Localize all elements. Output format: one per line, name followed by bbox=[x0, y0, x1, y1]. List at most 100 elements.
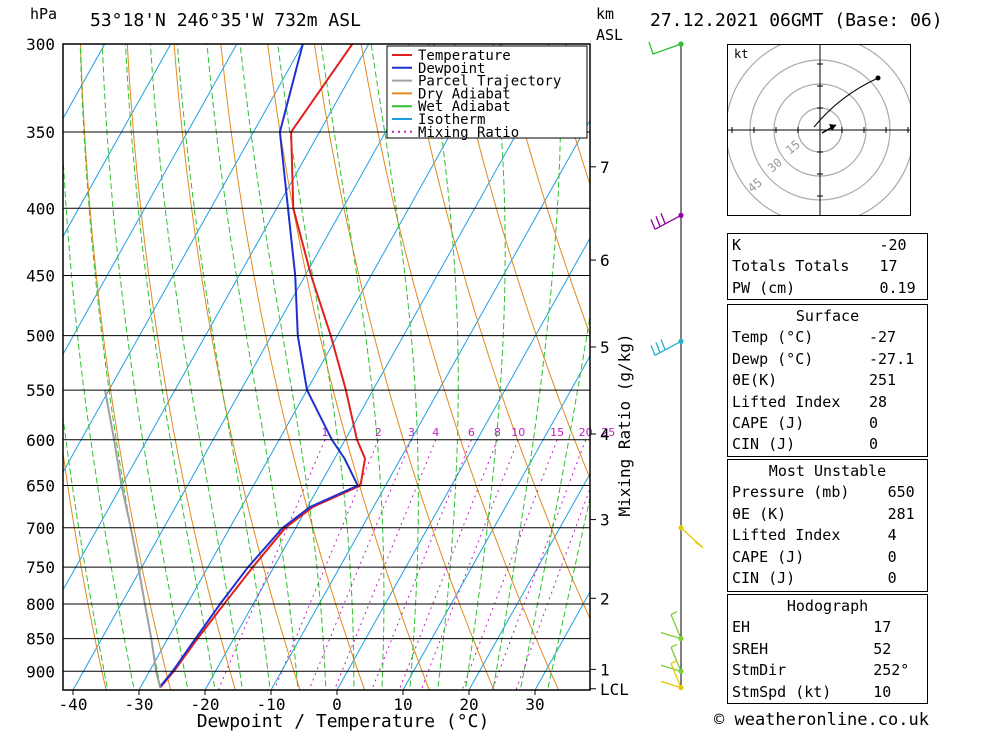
index-row: CIN (J) 0 bbox=[728, 568, 927, 589]
index-label: θE(K) bbox=[732, 371, 778, 390]
wind-barb-icon bbox=[660, 659, 682, 689]
wet-adiabat-line bbox=[519, 312, 590, 690]
index-row: K -20 bbox=[728, 235, 927, 256]
index-row: SREH 52 bbox=[728, 639, 927, 660]
x-tick-label: -20 bbox=[191, 695, 220, 714]
wind-barb-feather bbox=[660, 213, 666, 224]
mixing-ratio-label: 8 bbox=[494, 426, 501, 439]
hodo-trace bbox=[813, 77, 879, 128]
pressure-tick-label: 500 bbox=[26, 327, 55, 346]
wind-barb-feather bbox=[670, 659, 678, 665]
dry-adiabat-line bbox=[547, 44, 590, 187]
hodograph-title: Hodograph bbox=[786, 597, 869, 615]
index-label: StmDir bbox=[732, 661, 787, 680]
most-unstable-box bbox=[727, 459, 928, 592]
index-value: 0 bbox=[869, 435, 879, 454]
datetime-title: 27.12.2021 06GMT (Base: 06) bbox=[650, 10, 943, 31]
index-label: Pressure (mb) bbox=[732, 483, 850, 502]
mixing-ratio-label: 20 bbox=[579, 426, 593, 439]
dry-adiabat-line bbox=[267, 44, 430, 690]
wind-barb-segment bbox=[670, 647, 682, 672]
index-label: Dewp (°C) bbox=[732, 349, 814, 368]
mixing-ratio-line bbox=[371, 439, 472, 690]
isotherm-line bbox=[63, 44, 106, 120]
mixing-ratio-label: 3 bbox=[408, 426, 415, 439]
legend-entry: Dewpoint bbox=[418, 61, 485, 77]
pressure-tick-label: 650 bbox=[26, 476, 55, 495]
mixing-ratio-label: 4 bbox=[432, 426, 439, 439]
hpa-axis-unit: hPa bbox=[30, 5, 58, 23]
hodo-ring-label: 45 bbox=[745, 175, 765, 195]
wind-barb-segment bbox=[654, 340, 682, 356]
index-row: PW (cm) 0.19 bbox=[728, 278, 927, 299]
dry-adiabat-line bbox=[967, 0, 1000, 731]
index-label: CAPE (J) bbox=[732, 414, 805, 433]
hodo-ring-label: 30 bbox=[765, 155, 785, 175]
credit-text: © weatheronline.co.uk bbox=[714, 710, 929, 730]
wind-barb-icon bbox=[660, 611, 682, 640]
index-value: 28 bbox=[869, 392, 888, 411]
wet-adiabat-line bbox=[239, 44, 327, 690]
pressure-tick-label: 750 bbox=[26, 558, 55, 577]
dry-adiabat-line bbox=[923, 0, 1000, 731]
pressure-tick-label: 350 bbox=[26, 123, 55, 142]
index-row: Lifted Index 28 bbox=[728, 392, 927, 413]
wind-barb-feather bbox=[660, 680, 682, 689]
x-tick-label: 10 bbox=[393, 695, 412, 714]
dry-adiabat-line bbox=[407, 44, 590, 620]
km-tick-label: 2 bbox=[600, 589, 610, 608]
index-value: 650 bbox=[887, 483, 915, 502]
index-row: Lifted Index 4 bbox=[728, 525, 927, 546]
x-tick-label: 30 bbox=[525, 695, 544, 714]
dry-adiabat-line bbox=[63, 449, 107, 690]
mixing-ratio-line bbox=[491, 439, 587, 690]
wind-barb-feather bbox=[694, 541, 704, 549]
km-tick-label: 6 bbox=[600, 251, 610, 270]
pressure-tick-label: 300 bbox=[26, 35, 55, 54]
index-value: -20 bbox=[879, 236, 907, 254]
index-value: 4 bbox=[887, 526, 897, 545]
storm-motion-arrowhead bbox=[829, 124, 836, 131]
dry-adiabat-line bbox=[313, 44, 495, 690]
isotherm-line bbox=[270, 119, 590, 690]
mixing-ratio-line bbox=[515, 487, 590, 690]
x-tick-label: 0 bbox=[332, 695, 342, 714]
dry-adiabat-line bbox=[79, 44, 172, 690]
wind-barb-feather bbox=[670, 643, 678, 648]
x-tick-label: -40 bbox=[59, 695, 88, 714]
index-value: 251 bbox=[869, 371, 897, 390]
wind-barb-icon bbox=[648, 41, 682, 55]
index-value: -27 bbox=[869, 328, 897, 347]
wind-barb-feather bbox=[655, 342, 661, 353]
wet-adiabat-line bbox=[464, 44, 506, 690]
wind-barb-segment bbox=[648, 41, 682, 55]
wind-level-marker bbox=[678, 668, 684, 674]
mixing-ratio-label: 25 bbox=[601, 426, 615, 439]
surface-box bbox=[727, 304, 928, 457]
location-title: 53°18'N 246°35'W 732m ASL bbox=[90, 10, 361, 31]
index-label: Totals Totals bbox=[732, 257, 850, 276]
pressure-tick-label: 550 bbox=[26, 381, 55, 400]
pressure-tick-label: 450 bbox=[26, 267, 55, 286]
legend-entry: Temperature bbox=[418, 48, 511, 64]
x-axis-label: Dewpoint / Temperature (°C) bbox=[197, 711, 490, 732]
dry-adiabat-line bbox=[220, 44, 366, 690]
legend-box bbox=[386, 45, 588, 139]
wind-barb-segment bbox=[670, 614, 682, 639]
isotherm-line bbox=[63, 44, 238, 356]
pressure-tick-label: 800 bbox=[26, 595, 55, 614]
index-value: 0.19 bbox=[879, 278, 916, 297]
plot-frame bbox=[62, 43, 591, 691]
dewpoint-line bbox=[158, 44, 360, 689]
wind-barb-icon bbox=[650, 213, 682, 230]
wind-barb-feather bbox=[660, 339, 666, 350]
temperature-line bbox=[159, 44, 367, 689]
wind-barb-feather bbox=[660, 632, 682, 640]
wind-barb-icon bbox=[680, 527, 704, 549]
index-label: StmSpd (kt) bbox=[732, 682, 832, 701]
index-value: 17 bbox=[873, 618, 892, 637]
surface-title: Surface bbox=[795, 307, 860, 325]
km-tick-label: 7 bbox=[600, 158, 610, 177]
index-row: CIN (J) 0 bbox=[728, 434, 927, 455]
index-row: EH 17 bbox=[728, 617, 927, 638]
